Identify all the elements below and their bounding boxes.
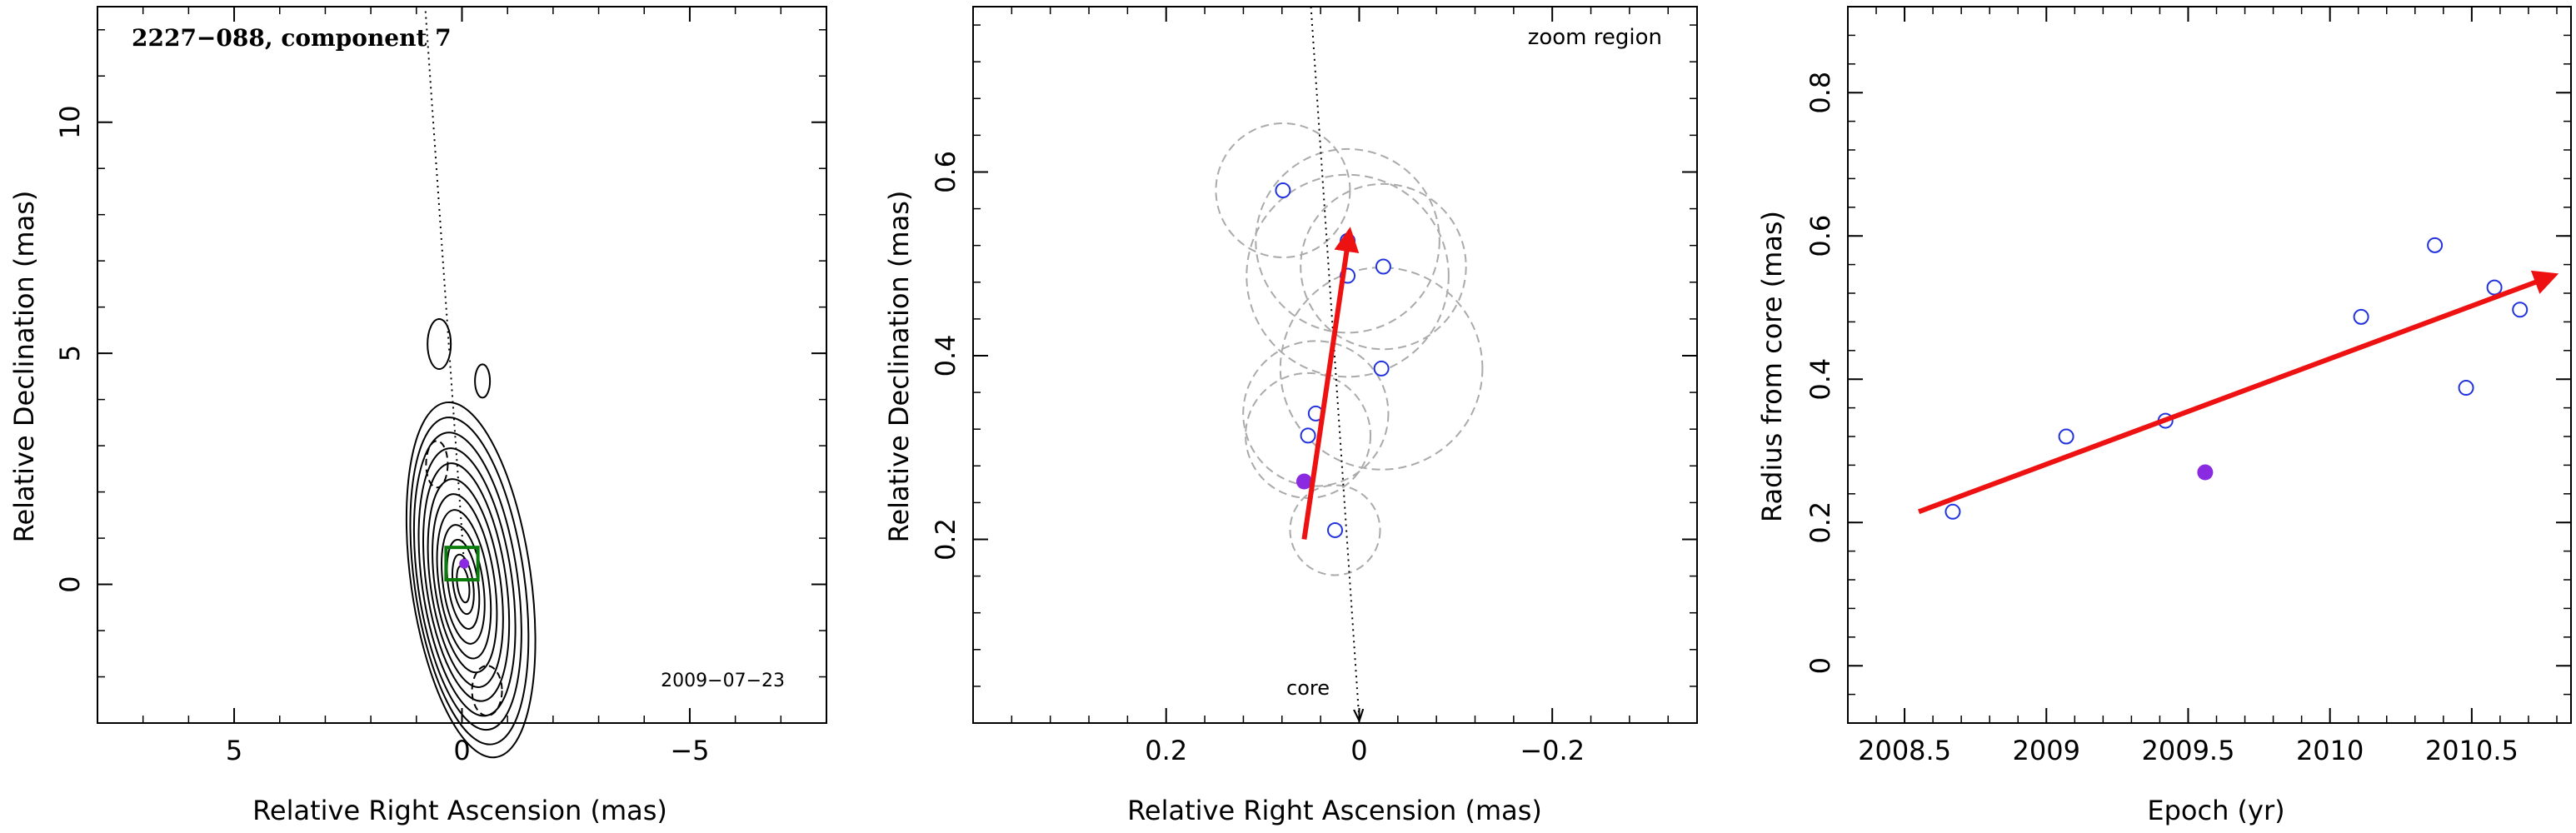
panel1-ytick-label: 5 <box>54 345 86 362</box>
uncertainty-circle <box>1255 147 1440 334</box>
uncertainty-circle <box>1300 182 1467 351</box>
data-point <box>1375 258 1391 275</box>
data-point <box>2458 380 2474 397</box>
panel2-frame <box>972 6 1698 724</box>
panel1-frame <box>97 6 827 724</box>
filled-data-point <box>1295 473 1312 490</box>
panel3-ylabel: Radius from core (mas) <box>1756 211 1788 522</box>
panel2-xtick-label: 0 <box>1350 735 1367 766</box>
panel1-xlabel: Relative Right Ascension (mas) <box>252 795 667 826</box>
trend-arrow <box>1301 227 1360 540</box>
uncertainty-circle <box>1279 267 1484 471</box>
panel1-ylabel: Relative Declination (mas) <box>8 191 40 543</box>
panel1-ytick-label: 10 <box>54 105 86 139</box>
panel3-ytick-label: 0.4 <box>1805 358 1836 401</box>
contour-line <box>446 538 481 630</box>
contour-line <box>409 416 530 746</box>
panel2-core-label: core <box>1286 676 1330 700</box>
panel3-xtick-label: 2008.5 <box>1858 735 1951 766</box>
data-point <box>1327 521 1343 538</box>
panel2-ytick-label: 0.6 <box>930 151 961 193</box>
panel3-ytick-label: 0 <box>1805 657 1836 674</box>
panel2-ytick-label: 0.2 <box>930 518 961 561</box>
panel1-title: 2227−088, component 7 <box>132 24 452 52</box>
direction-line <box>1310 6 1360 720</box>
panel-zoom-region: 0.2 0 −0.2 0.2 0.4 0.6 zoom region core Relat… <box>883 6 1698 826</box>
trend-arrow <box>1918 270 2559 515</box>
panel3-ytick-label: 0.8 <box>1805 72 1836 114</box>
panel1-xtick-label: 0 <box>453 735 470 766</box>
panel1-date: 2009−07−23 <box>661 671 785 691</box>
panel3-ytick-label: 0.2 <box>1805 501 1836 544</box>
data-point <box>1944 503 1961 520</box>
contour-line <box>432 493 498 674</box>
contour-group <box>405 318 537 759</box>
filled-data-point <box>2197 464 2214 481</box>
panel3-xtick-label: 2009 <box>2013 735 2080 766</box>
panel1-ytick-label: 0 <box>54 576 86 592</box>
panel2-xlabel: Relative Right Ascension (mas) <box>1127 795 1542 826</box>
panel2-ytick-label: 0.4 <box>930 335 961 377</box>
data-point <box>2353 308 2369 325</box>
data-point <box>1373 360 1390 377</box>
contour-line <box>436 509 492 660</box>
panel-contour-map: 5 0 −5 0 5 10 2227−088, component 7 2009−07−2… <box>8 6 827 826</box>
data-point <box>1275 182 1291 199</box>
uncertainty-circle <box>1246 173 1450 378</box>
panel3-xtick-label: 2010 <box>2296 735 2364 766</box>
contour-line <box>417 447 517 717</box>
contour-line <box>451 553 475 616</box>
data-point <box>2427 237 2444 253</box>
contour-line <box>427 478 504 688</box>
contour-line <box>427 318 452 371</box>
panel3-xtick-label: 2009.5 <box>2141 735 2234 766</box>
contour-line <box>405 401 537 759</box>
contour-line-negative <box>425 440 449 489</box>
panel2-ylabel: Relative Declination (mas) <box>883 191 915 543</box>
panel3-frame <box>1847 6 2572 724</box>
panel2-xtick-label: −0.2 <box>1520 735 1585 766</box>
panel3-xtick-label: 2010.5 <box>2425 735 2519 766</box>
panel2-xtick-label: 0.2 <box>1145 735 1187 766</box>
contour-line-negative <box>471 665 503 717</box>
panel-radius-vs-epoch: 2008.5 2009 2009.5 2010 2010.500.20.40.60.8 … <box>1756 6 2572 826</box>
panel3-ytick-label: 0.6 <box>1805 215 1836 257</box>
panel2-title: zoom region <box>1528 25 1662 50</box>
panel3-xlabel: Epoch (yr) <box>2147 795 2284 826</box>
data-point <box>2512 302 2529 318</box>
data-point <box>2058 428 2074 445</box>
contour-line <box>474 363 492 399</box>
contour-line <box>412 431 522 731</box>
uncertainty-circle <box>1242 340 1390 487</box>
panel1-xtick-label: −5 <box>670 735 709 766</box>
data-point <box>2486 279 2503 296</box>
uncertainty-circle <box>1289 484 1381 576</box>
data-point <box>1300 427 1316 444</box>
panel1-xtick-label: 5 <box>226 735 242 766</box>
contour-line <box>422 462 511 702</box>
contour-line <box>456 565 471 604</box>
zoom-box <box>444 546 480 582</box>
contour-line <box>441 524 486 645</box>
component-marker <box>459 558 470 569</box>
